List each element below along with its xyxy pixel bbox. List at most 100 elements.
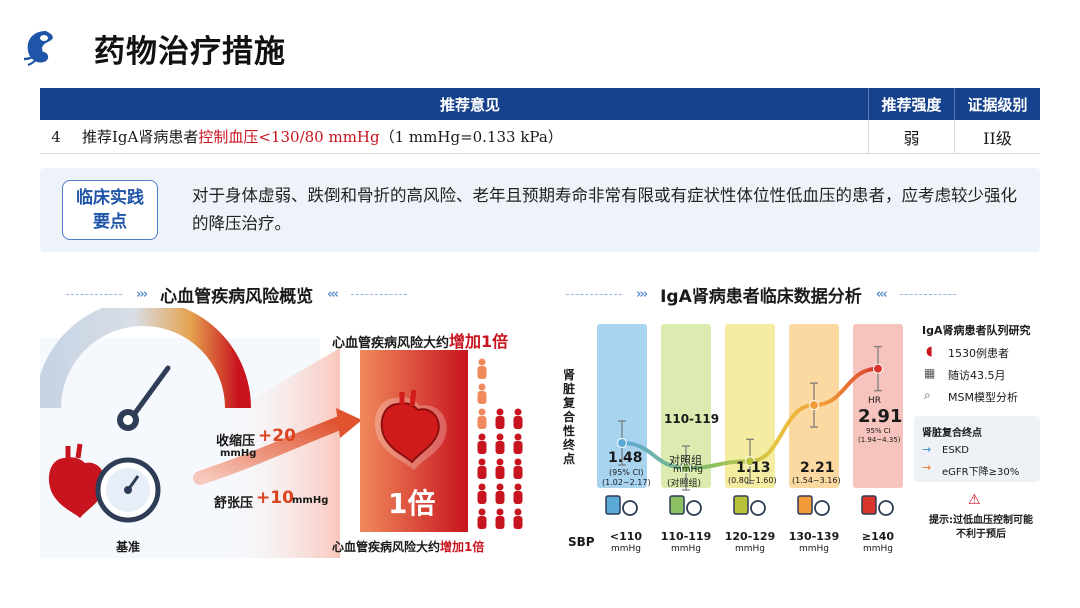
risk-bottom-label: 心血管疾病风险大约增加1倍 (332, 538, 484, 555)
person-icons-group (477, 358, 523, 529)
bp-cuff-icon (797, 495, 813, 515)
group-bands (597, 324, 903, 488)
person-icon (513, 516, 523, 529)
rec-highlight: 控制血压<130/80 mmHg (198, 128, 380, 146)
person-icon (496, 508, 504, 516)
person-icon (513, 466, 523, 479)
person-icon (477, 491, 487, 504)
big-label: 1倍 (388, 487, 436, 520)
value-g5: 2.91 (858, 406, 903, 427)
value-g4: 2.21 (800, 460, 835, 476)
row-recommendation: 推荐IgA肾病患者 控制血压<130/80 mmHg （1 mmHg=0.133 k… (72, 120, 868, 153)
header-evidence: 证据级别 (954, 88, 1040, 120)
clinical-practice-box: 临床实践 要点 对于身体虚弱、跌倒和骨折的高风险、老年且预期寿命非常有限或有症状… (40, 168, 1040, 252)
person-icon (478, 408, 486, 416)
group-band (597, 324, 647, 488)
unit-g3: mmHg (734, 544, 765, 554)
people-grid (477, 358, 523, 529)
cardio-illustration (40, 308, 472, 558)
person-icon (478, 433, 486, 441)
person-icon (477, 516, 487, 529)
bp-cuff-icons (605, 495, 894, 516)
person-icon (495, 491, 505, 504)
ci-g4: (1.54~3.16) (792, 476, 841, 485)
person-icon (477, 466, 487, 479)
data-point (873, 363, 883, 374)
unit-g4: mmHg (798, 544, 829, 554)
bp-cuff-icon (669, 495, 685, 515)
person-icon (477, 441, 487, 454)
divider (351, 294, 408, 295)
person-icon (495, 516, 505, 529)
person-icon (513, 491, 523, 504)
right-section-title: ››› IgA肾病患者临床数据分析 ‹‹‹ (566, 282, 956, 307)
header-num (40, 88, 72, 120)
person-icon (477, 391, 487, 404)
badge-line2: 要点 (93, 212, 127, 232)
chevrons-icon: ‹‹‹ (875, 287, 888, 302)
ref2-g2: (对照组) (667, 479, 702, 489)
endpoint-box (914, 416, 1040, 482)
person-icon (495, 466, 505, 479)
data-point (681, 463, 691, 473)
person-icon (477, 416, 487, 429)
person-icon (478, 458, 486, 466)
diastolic-value: +10 (256, 488, 294, 508)
diastolic-unit: mmHg (292, 495, 329, 506)
chevrons-icon: ‹‹‹ (327, 287, 339, 302)
warning-icon: ⚠ (968, 492, 981, 508)
patients-text: 1530例患者 (948, 347, 1009, 360)
kidney-logo-icon (23, 31, 53, 66)
arrow-blue-icon: → (922, 443, 932, 456)
study-title: IgA肾病患者队列研究 (922, 324, 1031, 337)
endpoint-title: 肾脏复合终点 (922, 428, 982, 439)
person-icon (514, 433, 522, 441)
model-text: MSM模型分析 (948, 391, 1018, 404)
chevrons-icon: ››› (636, 287, 648, 302)
group-band (853, 324, 903, 488)
practice-badge: 临床实践 要点 (62, 180, 158, 240)
person-icon (496, 458, 504, 466)
followup-text: 随访43.5月 (948, 369, 1006, 382)
person-icon (514, 508, 522, 516)
person-icon (514, 483, 522, 491)
person-icon (496, 408, 504, 416)
gauge-dial-icon (814, 500, 830, 516)
ci-label-g5: 95% CI (866, 427, 891, 435)
iga-chart (597, 324, 903, 516)
person-icon (514, 408, 522, 416)
person-icon (478, 483, 486, 491)
hr-label-g5: HR (868, 396, 882, 406)
ref-g2: 对照组 (669, 454, 702, 467)
person-icon (478, 383, 486, 391)
risk-top-prefix: 心血管疾病风险大约 (332, 336, 450, 351)
ci-g5: (1.94~4.35) (858, 436, 901, 444)
right-title-text: IgA肾病患者临床数据分析 (660, 287, 862, 307)
group-band (661, 324, 711, 488)
header-strength: 推荐强度 (868, 88, 954, 120)
practice-text: 对于身体虚弱、跌倒和骨折的高风险、老年且预期寿命非常有限或有症状性体位性低血压的… (192, 186, 1017, 233)
unit-g1: mmHg (610, 544, 641, 554)
rec-suffix: （1 mmHg=0.133 kPa） (379, 128, 563, 146)
cardio-risk-panel: 心血管疾病风险大约增加1倍 收缩压 +20 mmHg 舒张压 +10 mmHg … (40, 308, 540, 568)
person-icon (495, 441, 505, 454)
risk-bottom-highlight: 增加1倍 (440, 540, 485, 554)
badge-line1: 临床实践 (76, 188, 144, 208)
left-section-title: ››› 心血管疾病风险概览 ‹‹‹ (66, 282, 408, 307)
iga-data-panel: 肾脏复合性终点 1.48 (95% CI) (1.02~2.17) 110-11… (556, 308, 1056, 578)
chevrons-icon: ››› (136, 287, 148, 302)
divider (566, 294, 622, 295)
gauge-dial-icon (878, 500, 894, 516)
person-icon (513, 441, 523, 454)
sbp-g3: 120-129 (724, 530, 776, 543)
arrow-orange-icon: → (922, 461, 932, 474)
rec-prefix: 推荐IgA肾病患者 (82, 128, 199, 146)
ci-g3: (0.80~1.60) (728, 476, 777, 485)
sbp-g4: 130-139 (788, 530, 840, 543)
person-icon (477, 366, 487, 379)
table-header: 推荐意见 推荐强度 证据级别 (40, 88, 1040, 120)
gauge-dial-icon (622, 500, 638, 516)
row-strength: 弱 (868, 120, 954, 153)
range-label-g2: 110-119 (664, 412, 720, 426)
group-band (725, 324, 775, 488)
